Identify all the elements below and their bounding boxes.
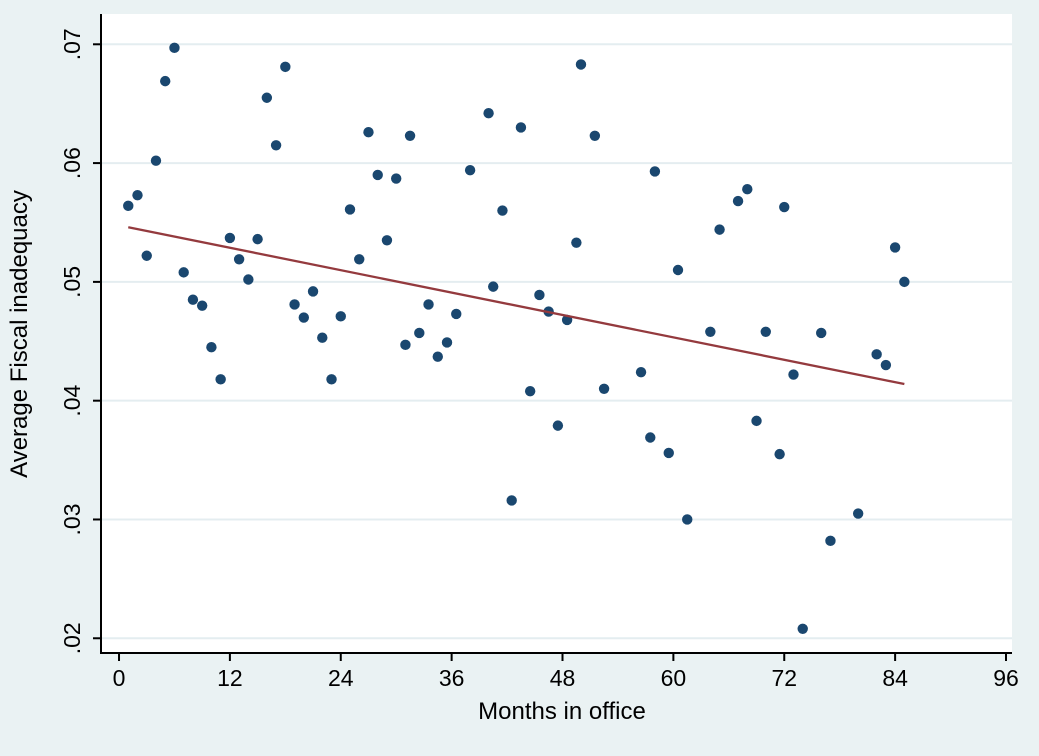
data-point [575,59,587,70]
data-point [524,385,536,397]
data-point [571,237,582,248]
data-point [705,326,716,337]
data-point [298,312,310,323]
data-point [224,232,236,244]
data-point [714,224,725,235]
data-point [598,383,610,394]
data-point [464,165,476,176]
x-tick-label: 84 [882,665,908,691]
data-point [534,289,545,301]
data-point [317,332,328,343]
y-tick-label: .07 [59,28,85,60]
data-point [400,339,411,351]
data-point [270,140,282,151]
data-point [635,366,647,378]
y-tick-label: .04 [59,384,85,416]
x-tick-label: 0 [113,665,126,691]
data-point [483,107,494,119]
data-point [187,294,199,305]
data-point [672,264,684,276]
data-point [779,201,790,213]
data-point [589,130,601,141]
data-point [169,42,180,54]
data-point [742,184,753,195]
x-tick-label: 12 [217,665,243,691]
data-point [663,447,674,459]
data-point [289,299,300,310]
data-point [243,274,254,285]
y-tick-label: .03 [59,503,85,535]
data-point [788,369,799,380]
data-point [816,327,827,339]
data-point [432,351,443,362]
tick-labels: 0 12 24 36 48 60 72 84 96 .02 .03 .04 .05 .06 .07 [59,28,1019,691]
data-point [451,308,462,320]
data-point [649,166,661,177]
data-point [825,535,836,547]
data-point [552,420,564,431]
data-point [252,233,263,245]
data-point [497,205,508,216]
data-point [196,300,208,311]
data-point [381,235,393,246]
x-tick-label: 60 [661,665,687,691]
data-point [206,342,217,353]
data-point [261,92,273,103]
data-point [178,267,189,278]
data-point [751,415,762,427]
y-axis-title: Average Fiscal inadequacy [6,190,33,478]
data-point [774,448,785,460]
data-point [852,508,864,519]
x-tick-label: 36 [439,665,465,691]
data-point [899,276,910,288]
data-point [488,281,499,292]
data-point [645,432,656,443]
data-point [123,200,134,212]
x-tick-label: 72 [771,665,797,691]
data-point [215,374,226,385]
data-point [150,155,162,166]
data-point [326,374,337,385]
data-point [132,189,143,201]
data-point [732,195,744,207]
data-point [160,75,171,87]
data-point [880,359,892,371]
data-point [889,242,901,253]
data-point [307,286,319,297]
data-point [506,495,517,506]
y-tick-label: .05 [59,266,85,298]
plot-area [101,14,1012,653]
data-point [797,623,808,634]
data-point [414,327,425,339]
data-point [404,130,416,141]
x-tick-label: 48 [550,665,576,691]
data-point [141,250,152,261]
data-point [354,254,365,265]
data-point [682,514,693,525]
x-tick-label: 24 [328,665,354,691]
data-point [335,311,346,322]
data-series [123,42,910,634]
data-point [423,299,434,310]
data-point [233,254,245,265]
axes [93,14,1012,661]
data-point [515,122,527,133]
data-point [760,326,771,337]
data-point [441,337,453,348]
data-point [390,173,402,184]
data-point [344,204,356,215]
y-tick-label: .06 [59,147,85,179]
fitted-trend-line [128,226,905,386]
data-point [871,349,882,360]
data-point [363,127,374,138]
x-axis-title: Months in office [478,698,646,725]
data-point [280,61,291,73]
x-tick-label: 96 [993,665,1019,691]
data-point [372,169,383,181]
y-tick-label: .02 [59,622,85,654]
